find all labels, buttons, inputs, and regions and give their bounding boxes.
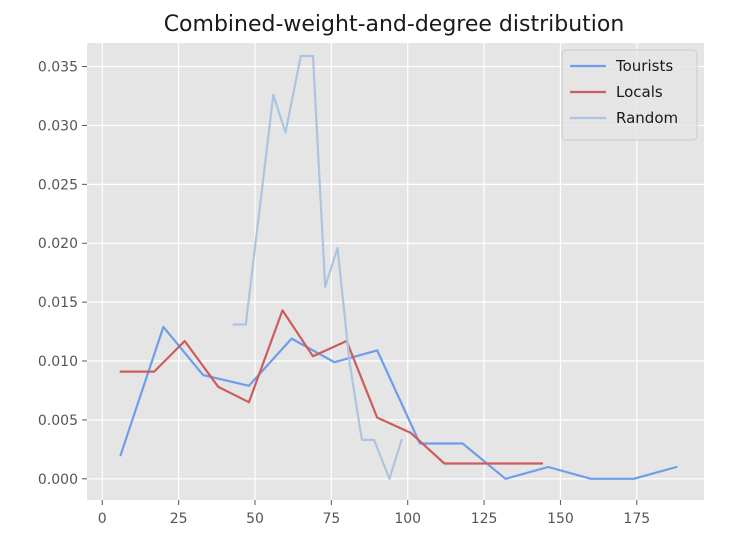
y-tick-label: 0.030 — [38, 118, 78, 134]
legend-label-tourists: Tourists — [615, 57, 673, 75]
x-tick-label: 25 — [170, 511, 188, 527]
x-axis: 0 25 50 75 100 125 150 175 — [98, 500, 650, 527]
series-line-locals — [119, 309, 544, 465]
x-tick-label: 150 — [547, 511, 574, 527]
series-lines — [119, 54, 678, 480]
y-tick-label: 0.000 — [38, 472, 78, 488]
chart-title: Combined-weight-and-degree distribution — [164, 12, 625, 37]
y-axis: 0.000 0.005 0.010 0.015 0.020 0.025 0.030 0.035 — [38, 60, 87, 488]
series-line-random — [232, 54, 403, 480]
y-tick-label: 0.025 — [38, 177, 78, 193]
x-tick-label: 75 — [322, 511, 340, 527]
legend: Tourists Locals Random — [561, 49, 698, 141]
y-tick-label: 0.010 — [38, 354, 78, 370]
y-tick-label: 0.035 — [38, 60, 78, 76]
x-tick-label: 50 — [246, 511, 264, 527]
y-tick-label: 0.020 — [38, 236, 78, 252]
y-tick-label: 0.015 — [38, 295, 78, 311]
x-tick-label: 125 — [471, 511, 498, 527]
x-tick-label: 0 — [98, 511, 107, 527]
legend-label-locals: Locals — [616, 83, 663, 101]
x-tick-label: 175 — [623, 511, 650, 527]
x-tick-label: 100 — [394, 511, 421, 527]
legend-label-random: Random — [616, 109, 678, 127]
y-tick-label: 0.005 — [38, 413, 78, 429]
